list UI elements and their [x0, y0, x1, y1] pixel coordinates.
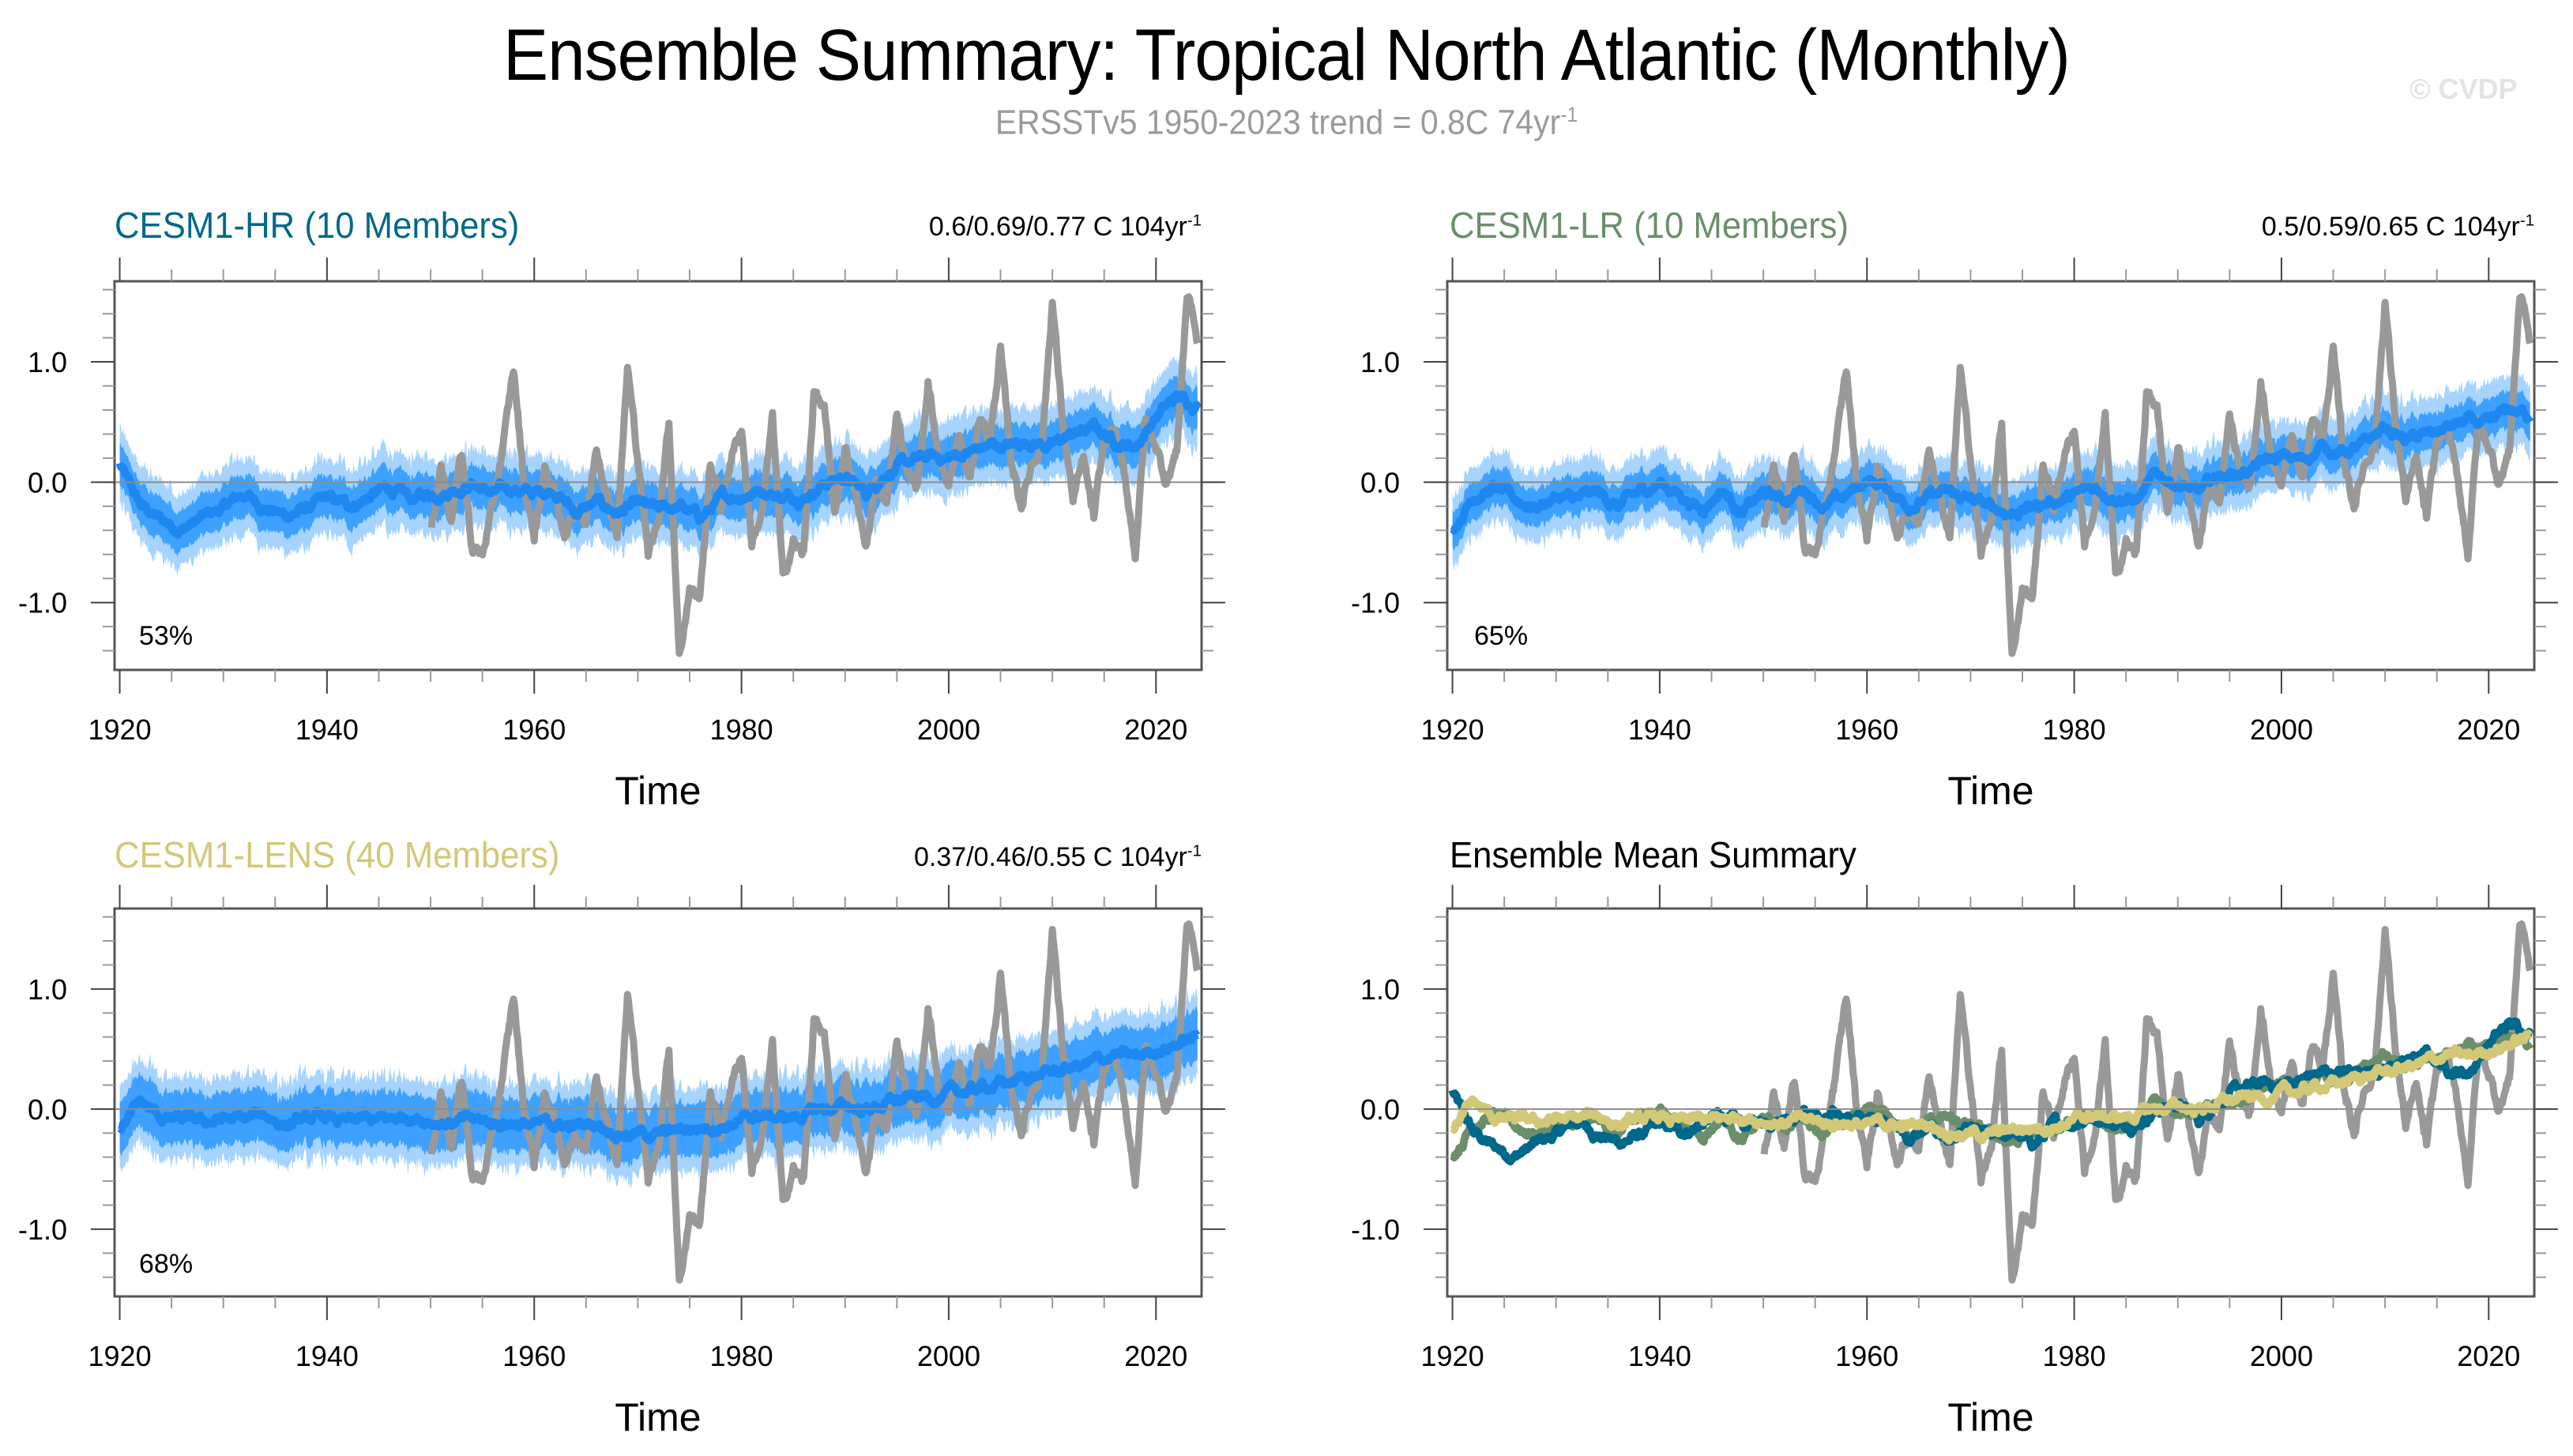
x-tick-label: 1940: [295, 1340, 359, 1372]
subtitle-superscript: -1: [1560, 103, 1578, 126]
y-tick-label: 0.0: [28, 1093, 67, 1126]
y-tick-label: 0.0: [1360, 466, 1400, 499]
observed-line: [1760, 293, 2534, 657]
x-axis-label: Time: [1947, 769, 2033, 813]
y-tick-label: 0.0: [1360, 1093, 1400, 1126]
envelope-10-90-percentile: [1452, 389, 2530, 551]
x-axis-label: Time: [1947, 1395, 2033, 1439]
panel-title-ensemble-mean-summary: Ensemble Mean Summary: [1450, 834, 1856, 875]
panel-title-cesm1-lens: CESM1-LENS (40 Members): [115, 834, 560, 875]
envelope-10-90-percentile: [119, 372, 1198, 558]
ensemble-mean-line: [116, 1029, 1201, 1145]
x-tick-label: 1980: [710, 713, 773, 746]
plot-frame: [1446, 280, 2536, 672]
x-tick-label: 2020: [1124, 713, 1187, 746]
panel-cesm1-lens: 1920 1940 1960 1980 2000 2020 -1.0 0.0 1.0 Time: [18, 885, 1225, 1439]
panel-percent-cesm1-lens: 68%: [139, 1249, 194, 1279]
x-axis-label: Time: [615, 769, 701, 813]
x-tick-label: 2000: [917, 713, 980, 746]
y-tick-label: 1.0: [28, 973, 67, 1006]
y-tick-label: -1.0: [1351, 587, 1400, 619]
x-tick-label: 1920: [88, 713, 152, 746]
panel-title-cesm1-hr: CESM1-HR (10 Members): [115, 205, 520, 246]
x-tick-label: 1980: [2043, 1340, 2106, 1372]
x-tick-label: 2000: [917, 1340, 980, 1372]
cvdp-watermark: © CVDP: [2409, 73, 2518, 105]
y-tick-label: -1.0: [18, 587, 67, 619]
trend-text: 0.6/0.69/0.77 C 104yr: [928, 212, 1187, 242]
figure-title: Ensemble Summary: Tropical North Atlanti…: [503, 15, 2071, 96]
x-tick-label: 1940: [295, 713, 359, 746]
plot-area: [1449, 293, 2534, 657]
cesm1-lens-mean-line: [1449, 1029, 2534, 1145]
panel-trend-cesm1-hr: 0.6/0.69/0.77 C 104yr-1: [929, 212, 1202, 243]
plot-area: [1448, 920, 2534, 1284]
x-tick-label: 1980: [710, 1340, 773, 1372]
ensemble-mean-line: [1449, 403, 2534, 535]
plot-frame: [1446, 907, 2536, 1298]
plot-frame: [113, 907, 1203, 1298]
y-tick-label: 1.0: [28, 346, 67, 378]
x-tick-label: 1920: [1421, 1340, 1484, 1372]
envelope-10-90-percentile: [119, 1006, 1198, 1168]
panel-percent-cesm1-hr: 53%: [139, 621, 194, 651]
observed-line: [427, 920, 1202, 1284]
y-tick-label: 0.0: [28, 466, 67, 499]
x-tick-label: 1940: [1628, 713, 1691, 746]
envelope-min-max: [119, 352, 1198, 578]
panel-ensemble-mean-summary: 1920 1940 1960 1980 2000 2020 -1.0 0.0 1.0 Time: [1351, 885, 2558, 1439]
y-tick-label: 1.0: [1360, 346, 1400, 378]
x-tick-label: 2000: [2250, 1340, 2313, 1372]
panel-percent-cesm1-lr: 65%: [1474, 621, 1529, 651]
trend-text: 0.37/0.46/0.55 C 104yr: [913, 842, 1187, 872]
x-tick-label: 1940: [1628, 1340, 1691, 1372]
x-tick-label: 1960: [502, 1340, 566, 1372]
trend-superscript: -1: [1187, 842, 1202, 860]
plot-area: [116, 920, 1202, 1284]
y-tick-label: 1.0: [1360, 973, 1400, 1006]
subtitle-text: ERSSTv5 1950-2023 trend = 0.8C 74yr: [995, 103, 1561, 142]
x-tick-label: 1920: [88, 1340, 152, 1372]
trend-text: 0.5/0.59/0.65 C 104yr: [2261, 212, 2520, 242]
panel-cesm1-lr: 1920 1940 1960 1980 2000 2020 -1.0 0.0 1.0 Time: [1351, 258, 2558, 813]
x-axis-label: Time: [615, 1395, 701, 1439]
x-tick-label: 1980: [2043, 713, 2106, 746]
panel-trend-cesm1-lr: 0.5/0.59/0.65 C 104yr-1: [2262, 212, 2534, 243]
observed-line: [1760, 920, 2534, 1284]
trend-superscript: -1: [1187, 212, 1202, 230]
trend-superscript: -1: [2519, 212, 2534, 230]
x-tick-label: 1960: [1835, 713, 1898, 746]
x-tick-label: 2020: [2457, 1340, 2520, 1372]
envelope-min-max: [1452, 371, 2530, 570]
panel-trend-cesm1-lens: 0.37/0.46/0.55 C 104yr-1: [914, 842, 1202, 873]
x-tick-label: 2020: [2457, 713, 2520, 746]
x-tick-label: 1960: [502, 713, 566, 746]
observed-line: [427, 293, 1202, 657]
x-tick-label: 1960: [1835, 1340, 1898, 1372]
panel-title-cesm1-lr: CESM1-LR (10 Members): [1450, 205, 1849, 246]
x-tick-label: 2020: [1124, 1340, 1187, 1372]
plot-frame: [113, 280, 1203, 672]
plot-area: [115, 293, 1202, 657]
y-tick-label: -1.0: [18, 1213, 67, 1246]
x-tick-label: 1920: [1421, 713, 1484, 746]
y-tick-label: -1.0: [1351, 1213, 1400, 1246]
panel-cesm1-hr: 1920 1940 1960 1980 2000 2020 -1.0 0.0 1.0 Time: [18, 258, 1225, 813]
figure-subtitle: ERSSTv5 1950-2023 trend = 0.8C 74yr-1: [90, 103, 2483, 143]
ensemble-mean-line: [115, 389, 1202, 539]
x-tick-label: 2000: [2250, 713, 2313, 746]
